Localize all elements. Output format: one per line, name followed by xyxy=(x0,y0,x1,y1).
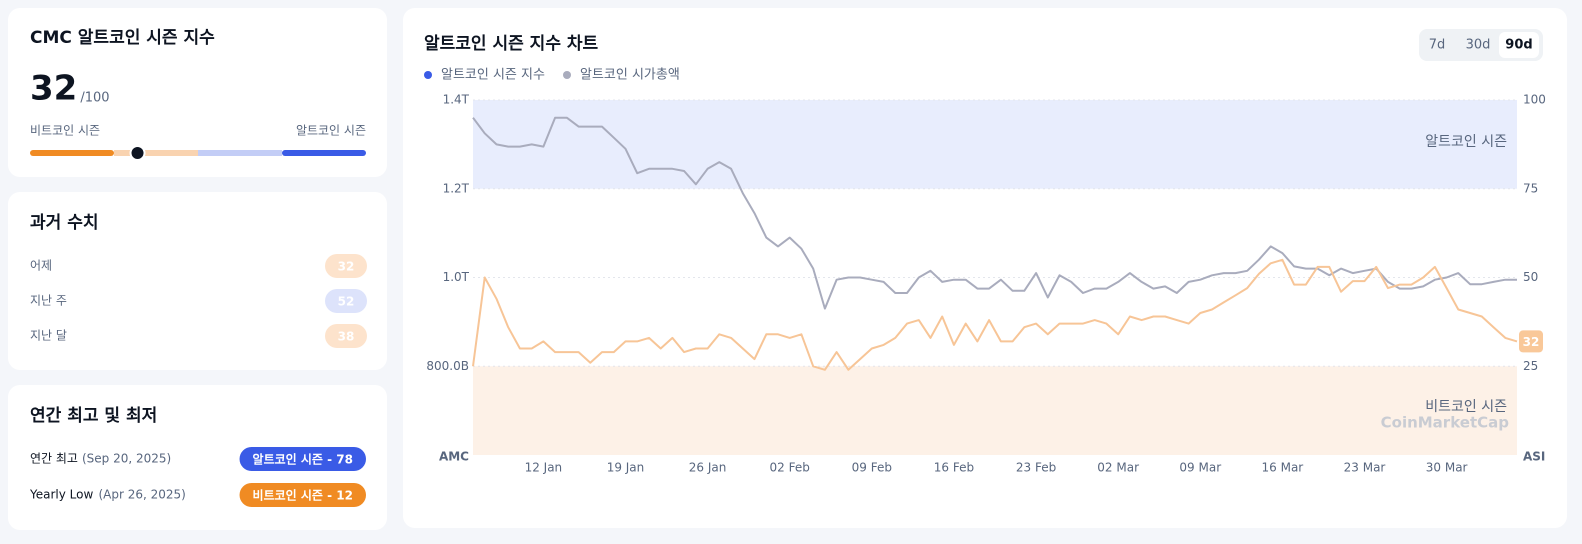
zone-label: 알트코인 시즌 xyxy=(1425,134,1507,150)
current-value: 32 xyxy=(30,69,77,109)
end-label: 32 xyxy=(1523,335,1540,349)
legend-dot xyxy=(563,71,571,79)
row-label: 지난 주 xyxy=(30,294,67,308)
y2-tick-label: 50 xyxy=(1523,270,1538,284)
x-tick-label: 09 Feb xyxy=(852,461,892,475)
y2-axis-label: ASI xyxy=(1523,450,1545,464)
y2-tick-label: 25 xyxy=(1523,359,1538,373)
badge xyxy=(239,483,366,507)
badge xyxy=(239,447,366,471)
x-tick-label: 09 Mar xyxy=(1179,461,1221,475)
range-button[interactable]: 7d xyxy=(1429,38,1446,53)
right-label: 알트코인 시즌 xyxy=(296,124,366,138)
row-label: 지난 달 xyxy=(30,329,67,343)
badge xyxy=(325,254,367,278)
y2-tick-label: 75 xyxy=(1523,181,1538,195)
badge-text: 알트코인 시즌 - 78 xyxy=(253,452,353,467)
y-tick-label: 1.2T xyxy=(443,181,470,195)
row-label: 어제 xyxy=(30,259,52,273)
left-label: 비트코인 시즌 xyxy=(30,124,100,138)
row-date: (Sep 20, 2025) xyxy=(82,452,171,466)
gauge-seg xyxy=(282,150,366,156)
legend-dot xyxy=(424,71,432,79)
x-tick-label: 16 Feb xyxy=(934,461,974,475)
row-label: 연간 최고 xyxy=(30,452,78,466)
x-tick-label: 16 Mar xyxy=(1262,461,1304,475)
x-tick-label: 12 Jan xyxy=(525,461,563,475)
series-line xyxy=(472,258,1518,371)
zone-label: 비트코인 시즌 xyxy=(1425,399,1507,415)
legend-label: 알트코인 시즌 지수 xyxy=(441,68,545,83)
badge-value: 32 xyxy=(338,260,355,274)
y2-tick-label: 100 xyxy=(1523,93,1546,107)
x-tick-label: 23 Mar xyxy=(1344,461,1386,475)
gauge-seg xyxy=(114,150,198,156)
gauge-seg xyxy=(30,150,114,156)
card-title: CMC 알트코인 시즌 지수 xyxy=(30,28,215,48)
gauge-seg xyxy=(198,150,282,156)
x-tick-label: 30 Mar xyxy=(1426,461,1468,475)
badge-text: 비트코인 시즌 - 12 xyxy=(253,488,353,503)
y-tick-label: 1.0T xyxy=(443,270,470,284)
range-button[interactable]: 30d xyxy=(1466,38,1491,53)
zone xyxy=(473,100,1517,189)
gauge-marker xyxy=(129,145,146,161)
x-tick-label: 23 Feb xyxy=(1016,461,1056,475)
x-tick-label: 02 Feb xyxy=(770,461,810,475)
history-card xyxy=(8,192,387,370)
y-axis-label: AMC xyxy=(439,450,469,464)
range-button[interactable]: 90d xyxy=(1505,38,1532,53)
badge-value: 38 xyxy=(338,330,355,344)
series-line xyxy=(472,116,1517,310)
end-badge xyxy=(1519,330,1543,353)
card-title: 연간 최고 및 최저 xyxy=(30,406,157,426)
current-card xyxy=(8,8,387,177)
chart-title: 알트코인 시즌 지수 차트 xyxy=(424,34,599,54)
badge xyxy=(325,289,367,313)
row-date: (Apr 26, 2025) xyxy=(98,488,185,502)
badge xyxy=(325,324,367,348)
card-title: 과거 수치 xyxy=(30,213,98,233)
legend-label: 알트코인 시가총액 xyxy=(580,68,680,83)
x-tick-label: 19 Jan xyxy=(607,461,645,475)
x-tick-label: 26 Jan xyxy=(689,461,727,475)
x-tick-label: 02 Mar xyxy=(1097,461,1139,475)
scale-label: /100 xyxy=(80,91,109,106)
zone xyxy=(473,366,1517,455)
badge-value: 52 xyxy=(338,295,355,309)
y-tick-label: 1.4T xyxy=(443,93,470,107)
row-label: Yearly Low xyxy=(29,488,93,502)
y-tick-label: 800.0B xyxy=(426,359,469,373)
watermark: CoinMarketCap xyxy=(1381,414,1510,432)
range-selected xyxy=(1499,32,1539,58)
